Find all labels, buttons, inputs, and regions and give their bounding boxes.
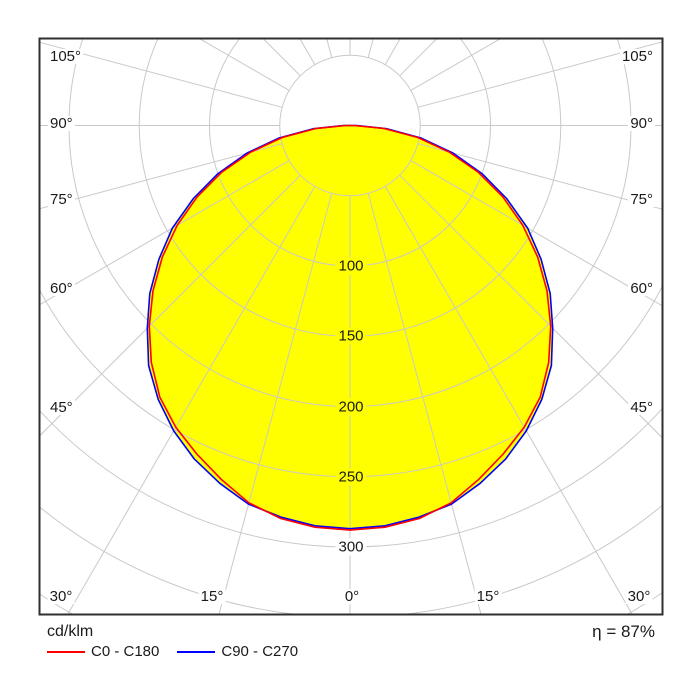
radial-gridline bbox=[39, 41, 283, 108]
ring-label-200: 200 bbox=[335, 398, 367, 416]
radial-gridline bbox=[367, 38, 374, 58]
ring-label-250: 250 bbox=[335, 468, 367, 486]
c0-c180-label: C0 - C180 bbox=[91, 643, 160, 660]
angle-label-bottom-15°: 15° bbox=[198, 588, 226, 605]
radial-gridline bbox=[67, 186, 316, 615]
radial-gridline bbox=[39, 143, 283, 210]
radial-gridline bbox=[399, 174, 663, 439]
angle-label-bottom-30°: 30° bbox=[47, 588, 75, 605]
c90-c270-line-swatch bbox=[177, 650, 216, 653]
curve-c90-c270 bbox=[146, 124, 554, 530]
angle-label-bottom-15°: 15° bbox=[474, 588, 502, 605]
radial-gridline bbox=[218, 193, 333, 615]
radial-gridline bbox=[39, 160, 290, 306]
angle-label-right-105°: 105° bbox=[619, 48, 655, 65]
ring-label-100: 100 bbox=[335, 257, 367, 275]
legend-row: C0 - C180 C90 - C270 bbox=[47, 644, 316, 659]
angle-label-right-90°: 90° bbox=[628, 115, 655, 132]
angle-label-bottom-0°: 0° bbox=[342, 588, 362, 605]
radial-gridline bbox=[326, 38, 333, 58]
angle-label-right-60°: 60° bbox=[628, 280, 655, 297]
c0-c180-line-swatch bbox=[47, 650, 85, 653]
angle-label-right-75°: 75° bbox=[628, 191, 655, 208]
ring-label-300: 300 bbox=[335, 538, 367, 556]
radial-gridline bbox=[384, 186, 633, 615]
angle-label-left-105°: 105° bbox=[48, 48, 84, 65]
angle-label-left-45°: 45° bbox=[48, 399, 75, 416]
efficiency-value: η = 87% bbox=[592, 622, 655, 641]
angle-label-left-60°: 60° bbox=[48, 280, 75, 297]
plot-border bbox=[38, 37, 664, 616]
c90-c270-label: C90 - C270 bbox=[221, 643, 299, 660]
angle-label-left-90°: 90° bbox=[48, 115, 75, 132]
legend: cd/klm C0 - C180 C90 - C270 bbox=[47, 624, 316, 659]
ring-label-150: 150 bbox=[335, 327, 367, 345]
radial-gridline bbox=[417, 143, 663, 210]
angle-label-bottom-30°: 30° bbox=[625, 588, 653, 605]
legend-unit-label: cd/klm bbox=[47, 623, 94, 640]
radial-gridline bbox=[367, 193, 482, 615]
radial-gridline bbox=[39, 174, 301, 437]
angle-label-right-45°: 45° bbox=[628, 399, 655, 416]
angle-label-left-75°: 75° bbox=[48, 191, 75, 208]
radial-gridline bbox=[417, 41, 663, 108]
curve-c0-c180 bbox=[148, 124, 552, 531]
radial-gridline bbox=[410, 160, 663, 307]
